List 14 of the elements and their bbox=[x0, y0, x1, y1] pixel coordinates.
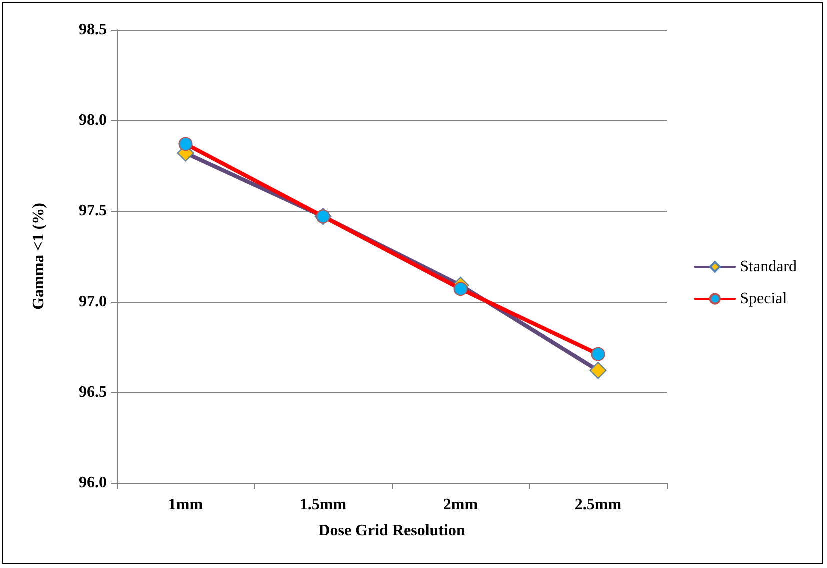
y-tick-label: 97.0 bbox=[79, 293, 107, 310]
x-tick-label: 1.5mm bbox=[300, 496, 348, 514]
x-axis-title: Dose Grid Resolution bbox=[318, 522, 466, 540]
x-tick-label: 2mm bbox=[443, 496, 479, 514]
legend-label: Standard bbox=[740, 258, 797, 276]
x-tick-label: 1mm bbox=[168, 496, 204, 514]
y-axis-title: Gamma <1 (%) bbox=[30, 203, 48, 310]
y-tick-label: 96.0 bbox=[79, 474, 107, 492]
y-tick-label: 98.5 bbox=[79, 22, 107, 38]
x-tick-label: 2.5mm bbox=[574, 496, 622, 514]
y-tick-label: 98.0 bbox=[79, 112, 107, 130]
y-tick-label: 96.5 bbox=[79, 384, 107, 401]
legend-label: Special bbox=[740, 290, 788, 308]
y-tick-label: 97.5 bbox=[79, 202, 107, 220]
